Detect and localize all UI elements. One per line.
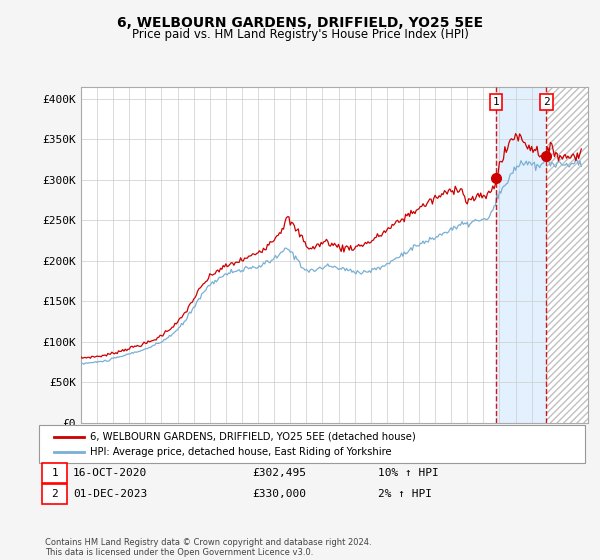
Text: 2: 2 [51, 489, 58, 499]
Text: 01-DEC-2023: 01-DEC-2023 [73, 489, 148, 499]
Text: 1: 1 [51, 468, 58, 478]
Text: 16-OCT-2020: 16-OCT-2020 [73, 468, 148, 478]
Bar [547, 87, 600, 423]
Text: 1: 1 [493, 97, 499, 107]
Text: 6, WELBOURN GARDENS, DRIFFIELD, YO25 5EE: 6, WELBOURN GARDENS, DRIFFIELD, YO25 5EE [117, 16, 483, 30]
Bar [496, 87, 547, 423]
Text: 2: 2 [543, 97, 550, 107]
Bar [547, 87, 600, 423]
Text: 10% ↑ HPI: 10% ↑ HPI [378, 468, 439, 478]
Text: £302,495: £302,495 [252, 468, 306, 478]
Text: Price paid vs. HM Land Registry's House Price Index (HPI): Price paid vs. HM Land Registry's House … [131, 28, 469, 41]
Bar [547, 87, 600, 423]
Text: HPI: Average price, detached house, East Riding of Yorkshire: HPI: Average price, detached house, East… [90, 447, 392, 457]
Text: Contains HM Land Registry data © Crown copyright and database right 2024.
This d: Contains HM Land Registry data © Crown c… [45, 538, 371, 557]
Text: £330,000: £330,000 [252, 489, 306, 499]
Text: 2% ↑ HPI: 2% ↑ HPI [378, 489, 432, 499]
Text: 6, WELBOURN GARDENS, DRIFFIELD, YO25 5EE (detached house): 6, WELBOURN GARDENS, DRIFFIELD, YO25 5EE… [90, 432, 416, 442]
